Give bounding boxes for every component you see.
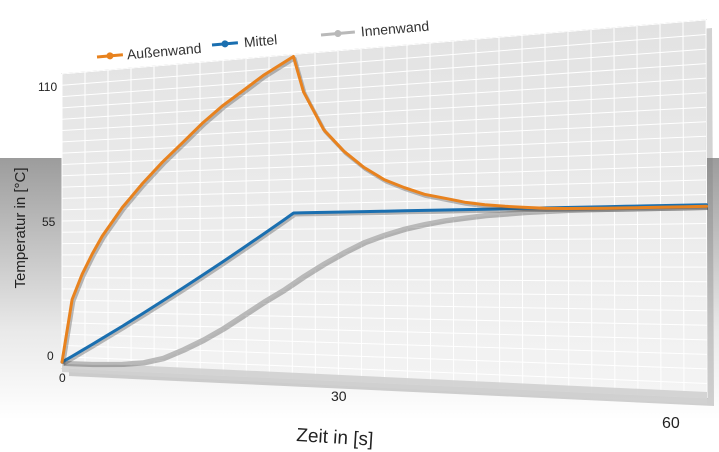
series-layer <box>60 55 709 368</box>
grid-line-horizontal <box>61 121 707 154</box>
x-tick-label-0: 0 <box>59 371 66 385</box>
grid-line-horizontal <box>61 19 707 75</box>
grid-line-horizontal <box>61 92 707 132</box>
x-tick-label-30: 30 <box>331 388 347 404</box>
grid-line-horizontal <box>61 208 707 222</box>
grid-line-horizontal <box>61 299 707 312</box>
grid-line-horizontal <box>61 179 707 199</box>
grid-line-horizontal <box>61 193 707 211</box>
legend-item: Innenwand <box>320 18 430 40</box>
grid-line-horizontal <box>61 252 707 256</box>
grid-line-horizontal <box>61 344 707 370</box>
grid-line-horizontal <box>61 106 707 143</box>
y-tick-label-110: 110 <box>38 80 57 94</box>
x-axis-band <box>62 362 707 404</box>
series-shadow-innenwand <box>63 206 709 368</box>
y-tick-label-55: 55 <box>42 215 56 229</box>
legend-label: Außenwand <box>126 40 202 62</box>
legend-marker <box>334 30 342 38</box>
grid-line-horizontal <box>61 223 707 233</box>
grid-line-horizontal <box>61 310 707 326</box>
legend-marker <box>221 40 229 48</box>
grid-line-horizontal <box>61 48 707 98</box>
legend-item: Mittel <box>211 31 278 50</box>
legend-item: Außenwand <box>96 40 202 62</box>
series-line-aussenwand <box>60 55 708 364</box>
y-axis-title: Temperatur in [°C] <box>12 167 29 288</box>
x-axis-title: Zeit in [s] <box>296 425 374 451</box>
grid-line-horizontal <box>61 356 707 384</box>
grid-line-horizontal <box>61 150 707 177</box>
legend-label: Innenwand <box>360 18 430 40</box>
grid-line-horizontal <box>61 164 707 188</box>
grid-line-horizontal <box>61 277 707 283</box>
x-tick-label-60: 60 <box>662 415 680 432</box>
grid-line-horizontal <box>61 265 707 268</box>
legend: Außenwand Mittel Innenwand <box>96 18 430 62</box>
grid-line-horizontal <box>61 63 707 109</box>
grid-line-horizontal <box>61 237 707 245</box>
legend-marker <box>106 52 114 60</box>
grid-line-horizontal <box>61 77 707 120</box>
legend-label: Mittel <box>243 31 278 50</box>
grid-line-horizontal <box>61 288 707 297</box>
y-tick-label-0: 0 <box>47 349 54 363</box>
grid-line-horizontal <box>61 135 707 165</box>
grid-line-horizontal <box>61 333 707 355</box>
grid-line-horizontal <box>61 322 707 341</box>
grid-line-horizontal <box>61 34 707 86</box>
